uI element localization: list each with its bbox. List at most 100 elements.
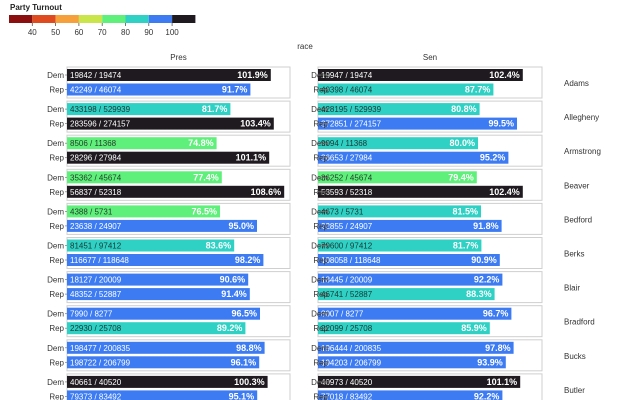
column-header-sen: Sen	[423, 53, 437, 62]
bar-count-label: 35362 / 45674	[70, 173, 122, 182]
party-tick-label: Rep	[313, 222, 328, 231]
bar-count-label: 19842 / 19474	[70, 71, 122, 80]
bar-count-label: 8506 / 11368	[70, 139, 117, 148]
party-tick-label: Dem	[311, 378, 328, 387]
bar-count-label: 4673 / 5731	[321, 207, 364, 216]
bar	[67, 356, 260, 369]
bar-value-label: 99.5%	[488, 119, 514, 129]
bar-count-label: 198477 / 200835	[70, 344, 131, 353]
bar	[318, 307, 512, 320]
bar	[67, 288, 250, 301]
bar	[318, 103, 480, 116]
bar-value-label: 79.4%	[448, 172, 474, 182]
party-tick-label: Dem	[47, 242, 64, 251]
bar-value-label: 81.7%	[453, 241, 479, 251]
legend-title: Party Turnout	[10, 3, 62, 12]
bar-count-label: 433198 / 529939	[70, 105, 131, 114]
legend-tick-label: 60	[74, 28, 83, 37]
party-tick-label: Dem	[47, 344, 64, 353]
party-tick-label: Rep	[49, 154, 64, 163]
bar-count-label: 283596 / 274157	[70, 120, 131, 129]
bar-value-label: 80.8%	[451, 104, 477, 114]
party-tick-label: Rep	[313, 188, 328, 197]
legend-swatch	[125, 15, 149, 23]
legend-swatch	[9, 15, 33, 23]
bar	[318, 185, 523, 198]
bar	[318, 83, 494, 96]
bar-value-label: 95.0%	[228, 221, 254, 231]
bar-value-label: 96.5%	[231, 309, 257, 319]
party-tick-label: Dem	[47, 105, 64, 114]
bar	[318, 205, 481, 218]
bar-value-label: 96.7%	[483, 309, 509, 319]
bar-count-label: 196444 / 200835	[321, 344, 382, 353]
party-tick-label: Dem	[311, 173, 328, 182]
party-tick-label: Dem	[311, 71, 328, 80]
county-label: Butler	[564, 386, 585, 395]
bar	[67, 254, 264, 266]
bar-count-label: 22930 / 25708	[70, 324, 122, 333]
party-tick-label: Rep	[49, 222, 64, 231]
party-tick-label: Dem	[311, 105, 328, 114]
legend-swatch	[32, 15, 56, 23]
party-tick-label: Rep	[313, 324, 328, 333]
bar-count-label: 194203 / 206799	[321, 358, 382, 367]
bar	[67, 375, 268, 388]
bar-count-label: 28296 / 27984	[70, 154, 122, 163]
bar-count-label: 40973 / 40520	[321, 378, 373, 387]
bar-value-label: 91.7%	[222, 85, 248, 95]
party-tick-label: Rep	[313, 120, 328, 129]
bar	[318, 151, 509, 164]
column-header-pres: Pres	[170, 53, 186, 62]
party-tick-label: Rep	[49, 290, 64, 299]
bar-count-label: 48352 / 52887	[70, 290, 122, 299]
bar-value-label: 98.2%	[235, 255, 261, 265]
bar-value-label: 101.1%	[236, 153, 267, 163]
bar-value-label: 91.8%	[473, 221, 499, 231]
bar-count-label: 7990 / 8277	[70, 310, 113, 319]
bar-value-label: 81.7%	[202, 104, 228, 114]
bar-value-label: 91.4%	[221, 289, 247, 299]
party-tick-label: Rep	[49, 256, 64, 265]
bar-value-label: 83.6%	[206, 241, 232, 251]
bar-value-label: 92.2%	[474, 391, 500, 400]
party-tick-label: Rep	[313, 154, 328, 163]
bar	[318, 375, 521, 388]
bar-value-label: 90.6%	[220, 275, 246, 285]
party-tick-label: Rep	[313, 86, 328, 95]
bar	[318, 69, 523, 81]
bar-value-label: 85.9%	[461, 323, 487, 333]
county-label: Bedford	[564, 215, 592, 224]
bar	[318, 288, 495, 301]
legend-tick-label: 100	[165, 28, 179, 37]
bar	[318, 273, 503, 286]
bar-count-label: 56837 / 52318	[70, 188, 122, 197]
bar	[318, 117, 517, 130]
party-tick-label: Dem	[47, 173, 64, 182]
legend-swatch	[55, 15, 79, 23]
bar-value-label: 95.2%	[480, 153, 506, 163]
bar-count-label: 81451 / 97412	[70, 242, 122, 251]
bar-count-label: 22099 / 25708	[321, 324, 373, 333]
bar-value-label: 81.5%	[452, 206, 478, 216]
party-tick-label: Rep	[313, 256, 328, 265]
bar	[318, 137, 478, 150]
bar	[67, 171, 222, 184]
bar-count-label: 36252 / 45674	[321, 173, 373, 182]
bar-value-label: 101.9%	[237, 70, 268, 80]
legend-tick-label: 70	[98, 28, 107, 37]
bar	[67, 103, 231, 116]
legend-swatch	[78, 15, 103, 23]
bar-value-label: 88.3%	[466, 289, 492, 299]
bar-count-label: 53593 / 52318	[321, 188, 373, 197]
bar	[318, 239, 482, 252]
party-tick-label: Rep	[49, 120, 64, 129]
county-label: Allegheny	[564, 113, 599, 122]
bar	[318, 254, 500, 266]
bar-count-label: 18127 / 20009	[70, 276, 122, 285]
bar	[67, 239, 235, 252]
bar	[67, 69, 271, 81]
bar-value-label: 108.6%	[251, 187, 282, 197]
party-tick-label: Rep	[49, 324, 64, 333]
bar	[318, 219, 502, 232]
